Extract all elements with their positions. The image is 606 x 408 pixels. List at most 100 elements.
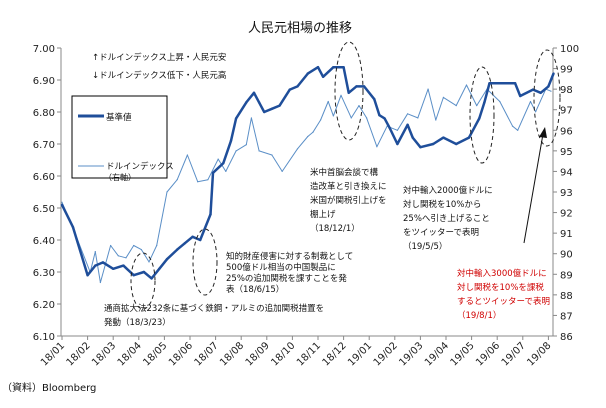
data-point-cny [222,162,225,165]
x-tick-label: 19/05 [449,340,477,368]
data-point-dollar-index [99,281,101,284]
legend: 基準値 ドルインデックス （右軸） [71,95,174,182]
data-point-dollar-index [217,158,219,160]
x-tick-label: 19/02 [372,340,400,368]
source-note: （資料）Bloomberg [2,381,96,394]
data-point-cny [142,270,146,274]
y-left-tick-label: 6.70 [33,140,55,151]
annotation-line: 造改革と引き換えに [310,181,387,192]
data-point-dollar-index [110,244,112,247]
annotation-line: をツイッターで表明 [403,227,479,238]
data-point-dollar-index [94,251,96,253]
x-tick-label: 18/03 [90,340,118,368]
event-arrow [523,133,544,244]
annotation-line: 25%の追加関税を課すことを発 [226,273,347,284]
event-ellipse-1 [130,252,156,310]
data-point-dollar-index [427,88,429,90]
data-point-cny [342,66,345,69]
note-up: ↑ドルインデックス上昇・人民元安 [92,52,226,63]
data-point-cny [432,142,435,146]
data-point-cny [158,267,161,270]
y-right-tick-label: 90 [560,250,573,261]
note-down: ↓ドルインデックス低下・人民元高 [92,70,226,81]
y-right-tick-label: 100 [560,44,579,55]
x-tick-label: 19/04 [423,340,451,368]
data-point-cny [388,126,391,130]
y-right-tick-label: 98 [560,85,573,96]
y-left-tick-label: 6.50 [33,204,55,215]
data-point-cny [150,277,153,280]
annotation-line: （18/12/1） [310,223,360,234]
data-point-cny [71,226,75,229]
data-point-dollar-index [117,255,119,257]
x-tick-label: 18/02 [65,340,93,368]
data-point-cny [411,136,414,139]
data-point-dollar-index [225,170,227,173]
data-point-cny [316,66,320,69]
chart-title: 人民元相場の推移 [248,21,352,36]
data-point-cny [467,136,471,139]
annotation-line: 対し関税を10%を課税 [457,282,544,293]
data-point-cny [94,264,97,267]
data-point-dollar-index [140,249,142,251]
x-tick-label: 19/03 [397,340,425,368]
event-markers [130,41,561,310]
y-left-tick-label: 6.30 [33,268,55,279]
data-point-dollar-index [535,111,537,113]
data-point-cny [419,146,422,149]
data-point-dollar-index [296,148,299,150]
annotation-line: 25%へ引き上げること [403,214,490,224]
legend-label-cny: 基準値 [106,112,132,123]
data-point-dollar-index [281,170,283,173]
y-right-tick-label: 91 [560,229,573,240]
data-point-cny [132,274,135,277]
data-point-cny [270,107,274,111]
y-left-tick-label: 6.10 [33,332,55,343]
data-point-dollar-index [235,150,237,152]
x-tick-label: 18/09 [244,340,272,368]
annotation-line: 表（18/6/15） [226,284,284,295]
x-tick-label: 19/08 [525,340,553,368]
data-point-cny [211,171,215,174]
y-right-tick-label: 97 [560,106,573,117]
data-point-cny [183,242,187,245]
y-left-tick-label: 6.60 [33,172,55,183]
annotation-line: 米国が関税引上げを [310,195,387,206]
y-right-tick-label: 89 [560,270,573,281]
data-point-dollar-index [511,125,514,127]
data-point-dollar-index [332,115,334,117]
data-point-dollar-index [307,135,309,138]
data-point-cny [245,101,248,104]
y-right-tick-label: 93 [560,188,573,199]
data-point-dollar-index [455,105,457,107]
y-left-tick-label: 6.20 [33,300,55,311]
x-tick-label: 18/08 [218,340,246,368]
data-point-dollar-index [207,179,209,181]
data-point-dollar-index [125,257,127,259]
data-point-cny [176,248,179,251]
legend-box [71,95,168,179]
data-point-dollar-index [442,96,445,98]
data-point-cny [552,72,555,75]
data-point-cny [296,85,299,88]
data-point-dollar-index [133,244,135,247]
annotation-line: （19/8/1） [457,310,501,321]
annotation-line: するとツイッターで表明 [457,296,550,307]
data-point-cny [513,82,517,85]
y-right-tick-label: 95 [560,147,573,158]
data-point-cny [355,85,358,88]
data-point-cny [362,85,366,88]
data-point-dollar-index [319,119,322,121]
y-right-tick-label: 94 [560,167,573,178]
data-point-cny [229,139,233,142]
data-point-cny [378,114,381,117]
data-point-cny [442,136,445,139]
y-left-tick-label: 6.40 [33,236,55,247]
data-point-dollar-index [166,191,168,193]
annotation-line: 米中首脳会談で構 [310,167,379,178]
annotation-2: 知的財産侵害に対する制裁として 500億ドル相当の中国製品に 25%の追加関税を… [226,251,353,295]
data-point-dollar-index [258,150,260,152]
x-tick-label: 18/11 [295,340,323,368]
data-point-cny [165,258,169,261]
